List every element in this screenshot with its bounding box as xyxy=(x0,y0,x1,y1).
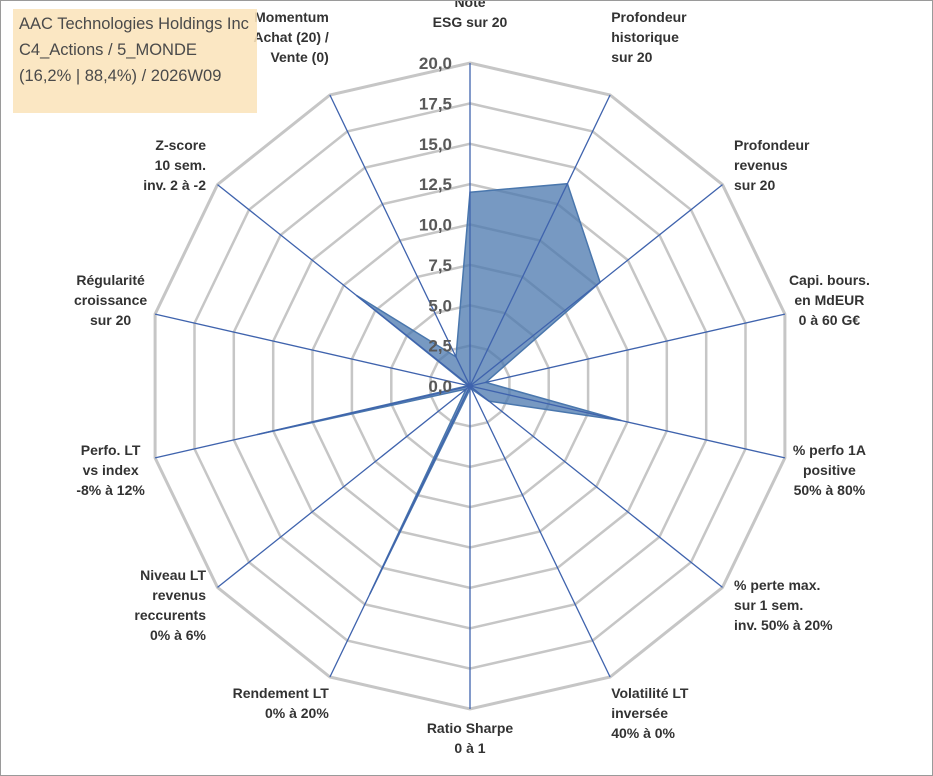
title-box xyxy=(13,9,257,113)
axis-label: Profondeur historique sur 20 xyxy=(611,9,687,65)
tick-label: 5,0 xyxy=(428,296,452,315)
axis-label: Profondeur revenus sur 20 xyxy=(734,137,810,193)
axis-spoke xyxy=(217,385,471,588)
axis-label: Niveau LT revenus reccurents 0% à 6% xyxy=(134,567,206,643)
axis-spoke xyxy=(217,184,471,387)
axis-spoke xyxy=(469,184,723,387)
tick-label: 15,0 xyxy=(419,135,452,154)
axis-label-layer: Note ESG sur 20 Profondeur historique sur 20… xyxy=(74,1,870,756)
axis-label: % perte max. sur 1 sem. inv. 50% à 20% xyxy=(734,577,833,633)
axis-spoke xyxy=(154,385,471,459)
tick-label: 7,5 xyxy=(428,256,452,275)
axis-spoke xyxy=(329,385,471,678)
axis-label: Note ESG sur 20 xyxy=(433,1,508,30)
axis-label: Z-score 10 sem. inv. 2 à -2 xyxy=(143,137,206,193)
tick-label: 12,5 xyxy=(419,175,452,194)
axis-label: Capi. bours. en MdEUR 0 à 60 G€ xyxy=(789,272,870,328)
axis-label: Volatilité LT inversée 40% à 0% xyxy=(611,685,689,741)
axis-label: Ratio Sharpe 0 à 1 xyxy=(427,720,514,756)
tick-label: 17,5 xyxy=(419,94,452,113)
spoke-layer xyxy=(154,63,786,709)
axis-label: Régularité croissance sur 20 xyxy=(74,272,147,328)
chart-period: (16,2% | 88,4%) / 2026W09 xyxy=(19,67,222,85)
tick-label: 20,0 xyxy=(419,54,452,73)
axis-label: Perfo. LT vs index -8% à 12% xyxy=(76,442,145,498)
axis-spoke xyxy=(469,313,786,387)
axis-label: % perfo 1A positive 50% à 80% xyxy=(793,442,866,498)
axis-label: Momentum Achat (20) / Vente (0) xyxy=(253,9,329,65)
axis-spoke xyxy=(329,94,471,387)
axis-spoke xyxy=(154,313,471,387)
axis-label: Rendement LT 0% à 20% xyxy=(233,685,330,721)
axis-spoke xyxy=(469,385,611,678)
chart-title: AAC Technologies Holdings Inc xyxy=(19,15,249,33)
axis-spoke xyxy=(469,385,786,459)
chart-subtitle: C4_Actions / 5_MONDE xyxy=(19,41,197,59)
axis-spoke xyxy=(469,385,723,588)
axis-spoke xyxy=(469,94,611,387)
tick-layer: 0,0 2,5 5,0 7,5 10,0 12,5 15,0 17,5 20,0 xyxy=(419,54,452,396)
tick-label: 0,0 xyxy=(428,377,452,396)
tick-label: 10,0 xyxy=(419,216,452,235)
tick-label: 2,5 xyxy=(428,337,452,356)
